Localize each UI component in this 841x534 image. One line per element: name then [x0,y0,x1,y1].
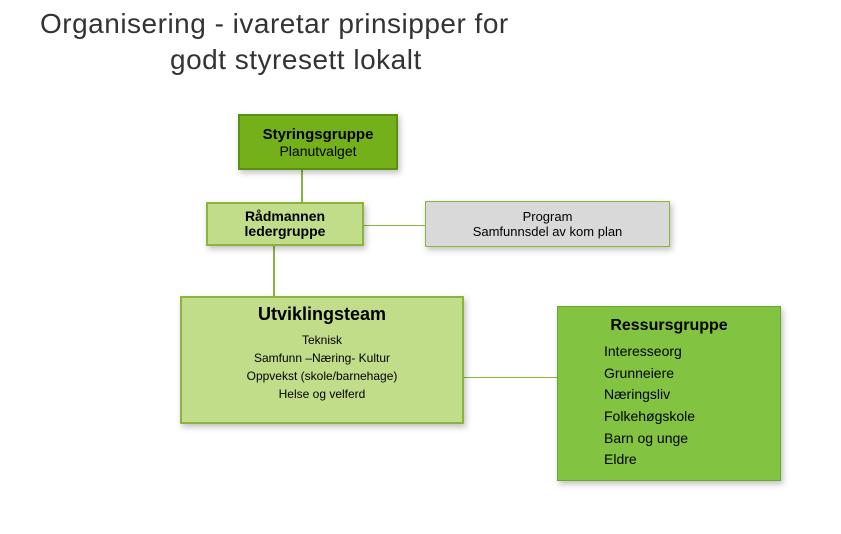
node-heading: Ressursgruppe [610,317,727,335]
list-item: Eldre [604,449,695,471]
edge-styring-radmannen [301,170,303,202]
node-heading: Styringsgruppe [263,126,374,143]
node-sub: Planutvalget [279,143,356,159]
edge-radmannen-utvikling [273,246,275,296]
list-item: Teknisk [247,331,398,349]
node-utviklingsteam: Utviklingsteam Teknisk Samfunn –Næring- … [180,296,464,424]
node-heading: Rådmannen [245,209,325,224]
node-items: Interesseorg Grunneiere Næringsliv Folke… [604,341,695,471]
node-items: Teknisk Samfunn –Næring- Kultur Oppvekst… [247,331,398,403]
node-sub: Samfunnsdel av kom plan [473,224,623,239]
list-item: Grunneiere [604,363,695,385]
node-sub: ledergruppe [245,224,326,239]
list-item: Helse og velferd [247,385,398,403]
edge-radmannen-program [364,225,425,226]
node-radmannen: Rådmannen ledergruppe [206,202,364,246]
node-styringsgruppe: Styringsgruppe Planutvalget [238,114,398,170]
list-item: Folkehøgskole [604,406,695,428]
page-title-line1: Organisering - ivaretar prinsipper for [40,8,509,40]
edge-utvikling-ressurs [464,377,557,378]
list-item: Næringsliv [604,384,695,406]
list-item: Interesseorg [604,341,695,363]
node-ressursgruppe: Ressursgruppe Interesseorg Grunneiere Næ… [557,306,781,481]
node-heading: Utviklingsteam [258,304,386,325]
node-program: Program Samfunnsdel av kom plan [425,201,670,247]
node-heading: Program [523,209,573,224]
list-item: Barn og unge [604,428,695,450]
list-item: Samfunn –Næring- Kultur [247,349,398,367]
page-title-line2: godt styresett lokalt [170,44,422,76]
list-item: Oppvekst (skole/barnehage) [247,367,398,385]
